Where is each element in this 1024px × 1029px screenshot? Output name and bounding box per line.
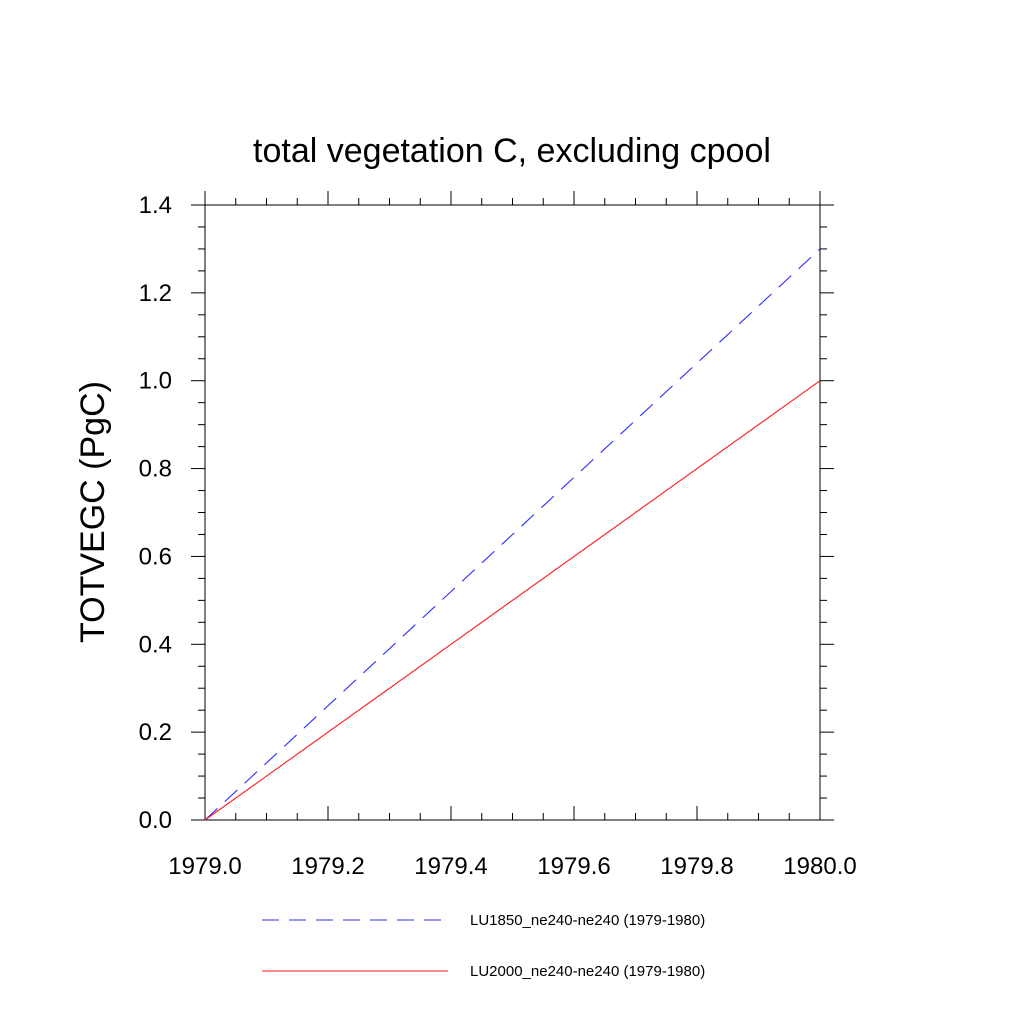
y-tick-label: 1.4 <box>139 192 172 219</box>
legend: LU1850_ne240-ne240 (1979-1980) LU2000_ne2… <box>262 912 705 980</box>
legend-label-1: LU1850_ne240-ne240 (1979-1980) <box>470 912 705 929</box>
y-tick-label: 0.4 <box>139 631 172 658</box>
series-line-2 <box>204 380 821 821</box>
y-tick-label: 0.0 <box>139 807 172 834</box>
x-tick-label: 1979.2 <box>291 853 364 880</box>
chart-title: total vegetation C, excluding cpool <box>253 132 771 170</box>
legend-label-2: LU2000_ne240-ne240 (1979-1980) <box>470 963 705 980</box>
x-tick-label: 1979.0 <box>168 853 241 880</box>
x-tick-label: 1979.6 <box>537 853 610 880</box>
y-tick-label: 0.2 <box>139 719 172 746</box>
series-line-1 <box>204 248 821 821</box>
plot-area: 1979.0 1979.2 1979.4 1979.6 1979.8 1980.0 0.0 0… <box>139 191 857 880</box>
x-tick-label: 1979.8 <box>660 853 733 880</box>
y-tick-label: 1.0 <box>139 368 172 395</box>
y-tick-label: 1.2 <box>139 280 172 307</box>
y-tick-label: 0.8 <box>139 456 172 483</box>
y-axis-label: TOTVEGC (PgC) <box>74 381 112 643</box>
y-tick-label: 0.6 <box>139 543 172 570</box>
plot-frame <box>204 204 821 821</box>
x-tick-label: 1979.4 <box>414 853 487 880</box>
x-tick-label: 1980.0 <box>783 853 856 880</box>
